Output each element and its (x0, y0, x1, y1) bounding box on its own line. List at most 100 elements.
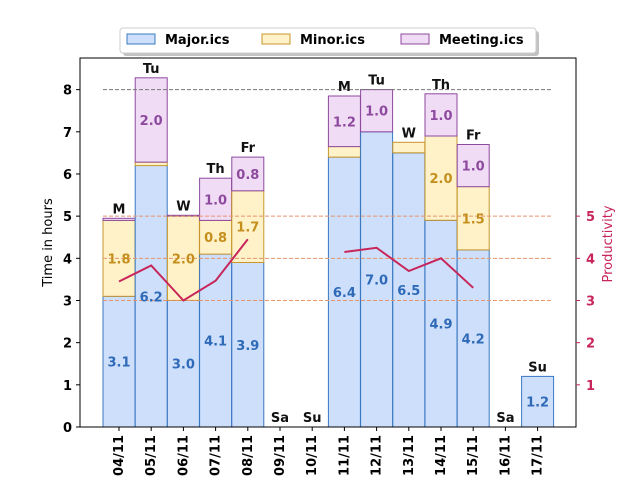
bar-segment-major (456, 249, 490, 428)
day-label: Sa (271, 411, 289, 426)
bar-value-label: 0.8 (204, 231, 227, 246)
y-tick-label: 7 (63, 126, 72, 141)
x-tick-label: 09/11 (273, 435, 288, 476)
bar-value-label: 3.9 (236, 339, 259, 354)
bar-value-label: 1.2 (526, 396, 549, 411)
right-y-tick-label: 5 (586, 210, 595, 225)
y-tick-label: 8 (63, 84, 72, 99)
day-label: Fr (241, 141, 256, 156)
day-label: Tu (143, 62, 160, 77)
y-tick-label: 5 (63, 210, 72, 225)
bar-segment-major (199, 253, 233, 428)
legend-label: Major.ics (165, 33, 230, 48)
bar-value-label: 4.1 (204, 335, 227, 350)
bar-value-label: 1.7 (236, 221, 259, 236)
day-label: Fr (466, 128, 481, 143)
x-tick-label: 06/11 (176, 435, 191, 476)
day-label: Su (303, 411, 322, 426)
y-tick-label: 4 (63, 252, 72, 267)
bar-segment-major (102, 295, 136, 428)
bar-segment-meeting (456, 144, 490, 188)
bar-segment-minor (392, 141, 426, 154)
bar-value-label: 0.8 (236, 168, 259, 183)
x-tick-label: 07/11 (209, 435, 224, 476)
bar-value-label: 1.0 (204, 193, 227, 208)
right-y-tick-label: 1 (586, 379, 595, 394)
bar-value-label: 1.0 (429, 109, 452, 124)
day-label: W (402, 126, 416, 141)
x-tick-label: 17/11 (531, 435, 546, 476)
day-label: M (113, 202, 126, 217)
y-tick-label: 3 (63, 294, 72, 309)
bar-value-label: 1.8 (107, 252, 130, 267)
bar-value-label: 1.0 (462, 160, 485, 175)
legend-swatch-meeting (400, 33, 430, 45)
day-label: W (176, 199, 190, 214)
bar-segment-meeting (231, 156, 265, 192)
day-label: Tu (368, 74, 385, 89)
bar-segment-meeting (424, 93, 458, 137)
bar-segment-major (327, 156, 361, 428)
right-y-tick-label: 4 (586, 252, 595, 267)
bar-value-label: 3.1 (107, 356, 130, 371)
right-y-tick-label: 2 (586, 337, 595, 352)
bar-segment-meeting (360, 89, 394, 133)
bar-segment-meeting (199, 177, 233, 221)
productivity-line (118, 238, 249, 302)
x-tick-label: 10/11 (305, 435, 320, 476)
bar-segment-minor (199, 219, 233, 255)
bar-segment-meeting (102, 217, 136, 221)
productivity-line (344, 246, 474, 289)
day-label: M (338, 80, 351, 95)
bar-value-label: 6.4 (333, 286, 356, 301)
bar-value-label: 6.5 (397, 284, 420, 299)
y-tick-label: 0 (63, 421, 72, 436)
bar-segment-major (424, 219, 458, 428)
right-y-axis-title: Productivity (601, 205, 616, 282)
x-tick-label: 11/11 (337, 435, 352, 476)
x-tick-label: 15/11 (466, 435, 481, 476)
x-tick-label: 12/11 (370, 435, 385, 476)
x-tick-label: 14/11 (434, 435, 449, 476)
bar-segment-minor (327, 146, 361, 158)
bar-value-label: 4.2 (462, 332, 485, 347)
bar-value-label: 7.0 (365, 273, 388, 288)
x-tick-label: 13/11 (402, 435, 417, 476)
x-tick-label: 05/11 (144, 435, 159, 476)
bar-value-label: 3.0 (172, 358, 195, 373)
legend (119, 27, 537, 54)
legend-swatch-minor (261, 33, 291, 45)
bar-value-label: 2.0 (140, 114, 163, 129)
bar-segment-meeting (134, 77, 168, 163)
y-tick-label: 6 (63, 168, 72, 183)
x-tick-label: 04/11 (112, 435, 127, 476)
day-label: Th (432, 78, 450, 93)
bar-segment-minor (134, 161, 168, 167)
bar-segment-minor (231, 190, 265, 263)
bar-value-label: 1.2 (333, 115, 356, 130)
bar-value-label: 4.9 (429, 318, 452, 333)
bar-segment-major (360, 131, 394, 428)
plot-frame (79, 57, 577, 428)
bar-value-label: 6.2 (140, 290, 163, 305)
x-tick-label: 16/11 (498, 435, 513, 476)
right-y-tick-label: 3 (586, 294, 595, 309)
day-label: Th (207, 162, 225, 177)
bar-value-label: 1.5 (462, 212, 485, 227)
legend-label: Minor.ics (300, 33, 365, 48)
day-label: Sa (496, 411, 514, 426)
day-label: Su (528, 360, 547, 375)
bar-segment-meeting (327, 95, 361, 148)
y-tick-label: 2 (63, 337, 72, 352)
bar-value-label: 2.0 (429, 172, 452, 187)
legend-label: Meeting.ics (439, 33, 524, 48)
x-tick-label: 08/11 (241, 435, 256, 476)
y-axis-title: Time in hours (41, 198, 56, 288)
bar-value-label: 1.0 (365, 105, 388, 120)
legend-swatch-major (126, 33, 156, 45)
bar-value-label: 2.0 (172, 252, 195, 267)
bar-segment-minor (456, 186, 490, 251)
y-tick-label: 1 (63, 379, 72, 394)
